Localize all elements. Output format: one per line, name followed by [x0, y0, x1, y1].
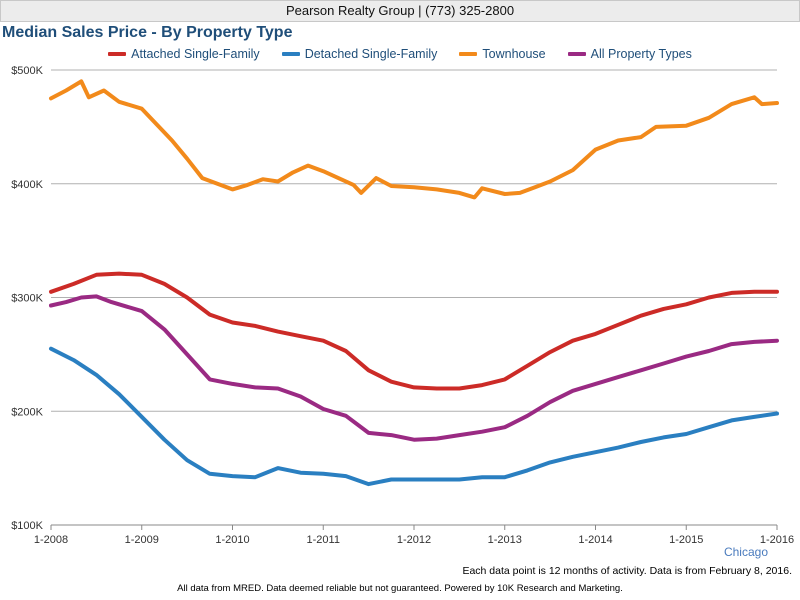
legend-label-attached: Attached Single-Family: [131, 47, 260, 61]
legend-label-townhouse: Townhouse: [482, 47, 546, 61]
series-line-attached-single-family: [49, 271, 779, 391]
legend-item-all[interactable]: All Property Types: [567, 45, 692, 63]
series-line-townhouse: [49, 79, 779, 200]
y-tick-label-200k: $200K: [11, 406, 43, 418]
legend-item-townhouse[interactable]: Townhouse: [459, 45, 546, 63]
legend-item-attached[interactable]: Attached Single-Family: [108, 45, 260, 63]
legend-swatch-all: [567, 52, 586, 56]
x-tick-label-1-2015: 1-2015: [669, 534, 703, 546]
x-tick-label-1-2009: 1-2009: [125, 534, 159, 546]
x-tick-label-1-2014: 1-2014: [578, 534, 612, 546]
legend-swatch-attached: [108, 52, 127, 56]
y-tick-label-500k: $500K: [11, 65, 43, 77]
y-tick-label-300k: $300K: [11, 293, 43, 305]
x-tick-label-1-2013: 1-2013: [488, 534, 522, 546]
legend-swatch-townhouse: [459, 52, 478, 56]
y-tick-label-400k: $400K: [11, 179, 43, 191]
x-tick-label-1-2012: 1-2012: [397, 534, 431, 546]
legend-label-all: All Property Types: [590, 47, 692, 61]
disclaimer-note: All data from MRED. Data deemed reliable…: [177, 583, 623, 594]
header-bar: Pearson Realty Group | (773) 325-2800: [0, 0, 800, 22]
legend-label-detached: Detached Single-Family: [304, 47, 438, 61]
y-tick-label-100k: $100K: [11, 520, 43, 532]
x-tick-label-1-2010: 1-2010: [215, 534, 249, 546]
series-line-detached-single-family: [49, 346, 779, 487]
x-tick-label-1-2008: 1-2008: [34, 534, 68, 546]
region-label: Chicago: [723, 545, 768, 559]
chart-title: Median Sales Price - By Property Type: [2, 24, 293, 41]
legend-item-detached[interactable]: Detached Single-Family: [281, 45, 438, 63]
legend-swatch-detached: [281, 52, 300, 56]
chart-legend: Attached Single-Family Detached Single-F…: [0, 45, 800, 63]
activity-note: Each data point is 12 months of activity…: [462, 565, 792, 577]
x-tick-label-1-2016: 1-2016: [760, 534, 794, 546]
series-line-all-property-types: [49, 294, 779, 442]
x-tick-label-1-2011: 1-2011: [307, 534, 340, 546]
